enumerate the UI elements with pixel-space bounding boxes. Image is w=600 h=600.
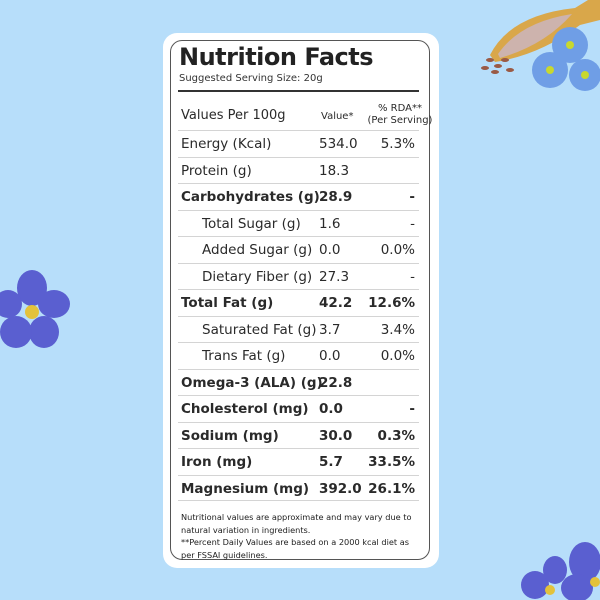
nutrient-value: 18.3 <box>319 162 350 179</box>
table-row: Saturated Fat (g) 3.7 3.4% <box>178 315 419 343</box>
table-row: Dietary Fiber (g) 27.3 - <box>178 262 419 290</box>
table-row: Magnesium (mg) 392.0 26.1% <box>178 474 419 501</box>
nutrient-rda: - <box>410 268 415 285</box>
flax-flower-left-icon <box>0 270 70 348</box>
nutrient-name: Carbohydrates (g) <box>181 189 320 205</box>
nutrient-name: Magnesium (mg) <box>181 480 310 497</box>
footnote-rda: **Percent Daily Values are based on a 20… <box>181 537 410 560</box>
nutrient-rda: 0.3% <box>377 427 415 444</box>
footnotes: Nutritional values are approximate and m… <box>181 511 415 561</box>
nutrient-rda: 0.0% <box>380 348 415 364</box>
nutrient-value: 0.0 <box>319 242 341 258</box>
nutrient-value: 1.6 <box>319 215 341 232</box>
page-title: Nutrition Facts <box>179 43 374 71</box>
nutrient-rda: 26.1% <box>368 480 415 497</box>
nutrient-rda: 33.5% <box>368 454 415 470</box>
nutrient-value: 0.0 <box>319 348 341 364</box>
table-row: Trans Fat (g) 0.0 0.0% <box>178 342 419 369</box>
table-row: Energy (Kcal) 534.0 5.3% <box>178 130 419 157</box>
nutrient-name: Energy (Kcal) <box>181 136 272 152</box>
table-row: Cholesterol (mg) 0.0 - <box>178 395 419 422</box>
column-header-value: Value* <box>321 111 354 122</box>
nutrient-rda: - <box>409 401 415 417</box>
nutrient-value: 27.3 <box>319 268 350 285</box>
rda-header-line1: % RDA** <box>378 103 422 114</box>
nutrient-name: Iron (mg) <box>181 454 253 470</box>
column-header-rda: % RDA** (Per Serving) <box>367 103 433 127</box>
nutrient-name: Total Sugar (g) <box>202 215 301 232</box>
nutrient-name: Dietary Fiber (g) <box>202 268 313 285</box>
nutrient-value: 3.7 <box>319 321 341 338</box>
nutrient-value: 28.9 <box>319 189 353 205</box>
nutrient-table: Energy (Kcal) 534.0 5.3% Protein (g) 18.3 Car… <box>178 130 419 501</box>
nutrient-value: 5.7 <box>319 454 343 470</box>
serving-size: Suggested Serving Size: 20g <box>179 73 323 84</box>
nutrition-facts-card: Nutrition Facts Suggested Serving Size: … <box>170 40 433 561</box>
nutrient-value: 534.0 <box>319 136 358 152</box>
nutrient-name: Cholesterol (mg) <box>181 401 309 417</box>
nutrient-value: 0.0 <box>319 401 343 417</box>
table-row: Iron (mg) 5.7 33.5% <box>178 448 419 475</box>
nutrient-rda: 0.0% <box>380 242 415 258</box>
nutrient-value: 30.0 <box>319 427 353 444</box>
footnote-approximate: Nutritional values are approximate and m… <box>181 512 412 535</box>
flax-scoop-decoration-icon <box>481 0 600 91</box>
nutrient-rda: - <box>410 215 415 232</box>
flax-flower-bottom-right-icon <box>521 542 600 600</box>
table-row: Omega-3 (ALA) (g) 22.8 <box>178 368 419 396</box>
rda-header-line2: (Per Serving) <box>367 115 433 126</box>
title-divider <box>178 90 419 92</box>
nutrient-name: Saturated Fat (g) <box>202 321 317 338</box>
table-row: Protein (g) 18.3 <box>178 156 419 184</box>
nutrient-value: 42.2 <box>319 295 353 311</box>
nutrient-value: 392.0 <box>319 480 362 497</box>
table-row: Sodium (mg) 30.0 0.3% <box>178 421 419 449</box>
nutrient-name: Omega-3 (ALA) (g) <box>181 374 323 391</box>
column-header-nutrient: Values Per 100g <box>181 108 286 123</box>
nutrient-value: 22.8 <box>319 374 353 391</box>
nutrient-rda: 12.6% <box>368 295 415 311</box>
table-row: Total Sugar (g) 1.6 - <box>178 209 419 237</box>
nutrient-name: Trans Fat (g) <box>202 348 286 364</box>
nutrient-name: Protein (g) <box>181 162 252 179</box>
table-row: Carbohydrates (g) 28.9 - <box>178 183 419 210</box>
nutrient-name: Total Fat (g) <box>181 295 274 311</box>
nutrient-rda: - <box>409 189 415 205</box>
nutrient-name: Added Sugar (g) <box>202 242 313 258</box>
nutrient-rda: 3.4% <box>380 321 415 338</box>
nutrient-rda: 5.3% <box>380 136 415 152</box>
table-row: Added Sugar (g) 0.0 0.0% <box>178 236 419 263</box>
table-row: Total Fat (g) 42.2 12.6% <box>178 289 419 316</box>
nutrient-name: Sodium (mg) <box>181 427 279 444</box>
